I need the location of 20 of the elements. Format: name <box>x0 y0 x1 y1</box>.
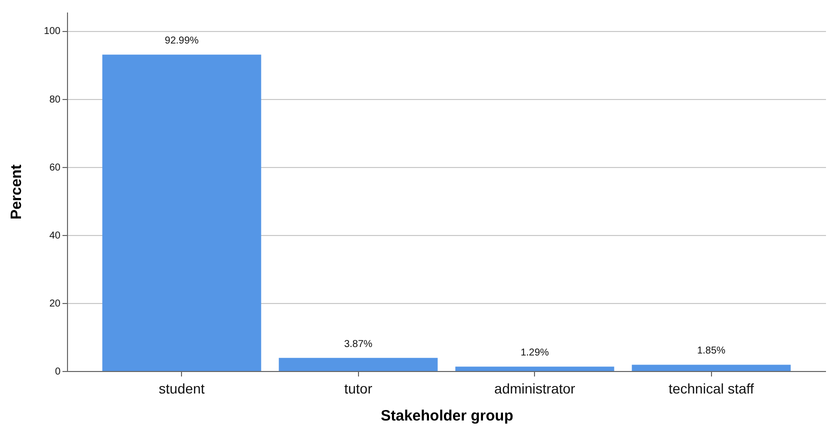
data-label: 1.29% <box>520 348 550 359</box>
x-tick-label: administrator <box>494 380 576 396</box>
x-tick-label: student <box>158 380 205 396</box>
data-label: 3.87% <box>344 338 373 350</box>
y-tick-label: 0 <box>54 366 61 378</box>
y-tick-label: 100 <box>44 26 61 38</box>
y-axis-title: Percent <box>8 164 25 220</box>
y-tick-label: 60 <box>49 162 61 174</box>
data-label: 1.85% <box>697 346 726 357</box>
y-tick-label: 80 <box>49 94 61 106</box>
bar <box>632 364 791 371</box>
data-label: 92.99% <box>164 36 199 47</box>
bar <box>455 366 614 371</box>
y-tick-label: 20 <box>49 298 61 310</box>
y-tick-label: 40 <box>49 230 61 242</box>
bar <box>102 54 262 371</box>
bar <box>278 358 438 371</box>
x-tick-label: tutor <box>344 380 373 396</box>
x-tick-label: technical staff <box>668 380 754 396</box>
x-axis-title: Stakeholder group <box>380 408 514 424</box>
